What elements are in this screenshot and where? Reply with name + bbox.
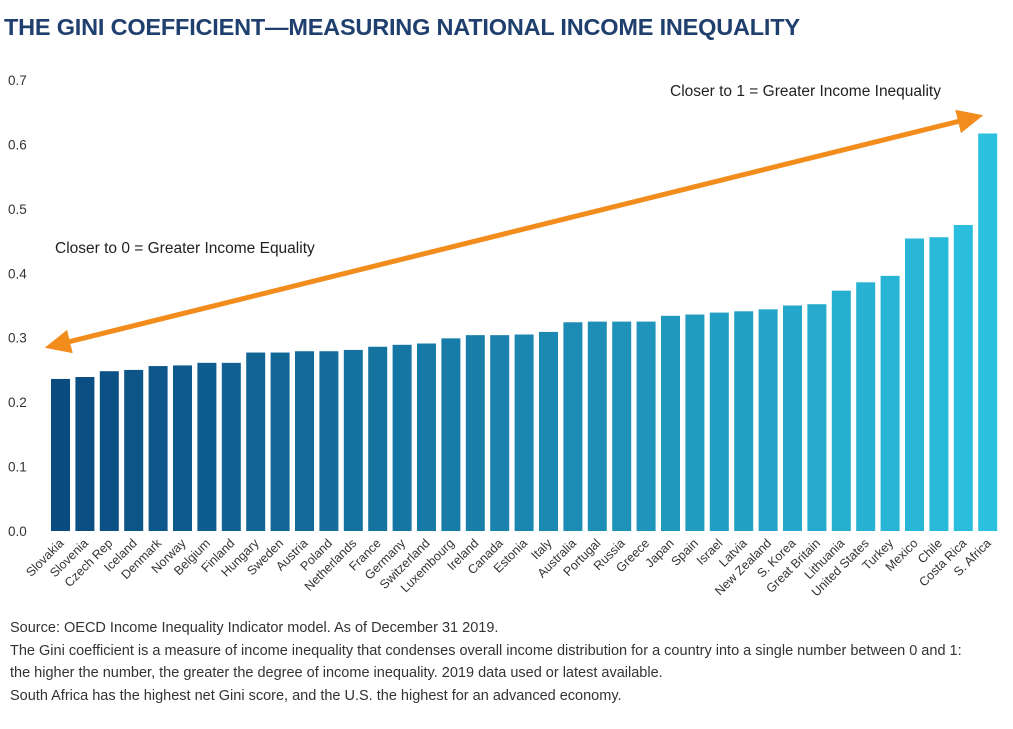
bar [612,321,632,531]
bar [856,282,876,531]
bars [51,133,998,531]
bar [343,349,363,531]
bar [880,275,900,531]
y-axis: 0.0 0.1 0.2 0.3 0.4 0.5 0.6 0.7 [8,73,27,539]
x-tick-label: Spain [669,536,702,569]
bar [734,311,754,531]
bar [929,237,949,531]
bar [99,371,119,531]
bar [441,338,461,531]
y-tick-label: 0.4 [8,266,27,281]
bar [368,346,388,531]
footnote-source: Source: OECD Income Inequality Indicator… [10,620,499,636]
y-tick-label: 0.1 [8,460,27,475]
bar [783,305,802,531]
bar [197,362,217,531]
y-tick-label: 0.6 [8,137,27,152]
bar [685,314,705,531]
y-tick-label: 0.2 [8,395,27,410]
footnote-definition: The Gini coefficient is a measure of inc… [10,642,962,659]
bar [807,304,827,531]
bar [148,366,168,531]
footnote-definition-cont: the higher the number, the greater the d… [10,665,663,681]
bar [539,331,558,531]
bar [246,352,266,531]
annotation-low: Closer to 0 = Greater Income Equality [55,240,315,257]
x-tick-label: Japan [643,536,677,570]
bar [709,312,729,531]
bar [173,365,192,531]
bar [953,224,973,531]
gini-bar-chart: 0.0 0.1 0.2 0.3 0.4 0.5 0.6 0.7 SlovakiaSloveni… [8,73,998,599]
bar [490,335,510,531]
bar [295,351,314,531]
bar [221,362,241,531]
annotation-high: Closer to 1 = Greater Income Inequality [670,83,941,100]
bar [465,335,485,531]
bar [978,133,998,531]
bar [563,322,583,531]
bar [319,351,339,531]
bar [636,321,656,531]
bar [514,334,534,531]
bar [758,309,778,531]
bar [587,321,607,531]
footnote-highlight: South Africa has the highest net Gini sc… [10,687,622,704]
bar [831,290,851,531]
footnotes: Source: OECD Income Inequality Indicator… [10,617,1005,707]
bar [417,343,436,531]
bar [75,377,95,531]
y-tick-label: 0.7 [8,73,27,88]
trend-arrow [44,109,984,354]
y-tick-label: 0.5 [8,202,27,217]
chart-title: THE GINI COEFFICIENT—MEASURING NATIONAL … [4,14,800,40]
y-tick-label: 0.0 [8,524,27,539]
bar [392,344,412,531]
bar [51,378,70,531]
bar [124,369,144,531]
y-tick-label: 0.3 [8,331,27,346]
bar [905,238,924,531]
bar [270,352,290,531]
bar [661,315,680,531]
